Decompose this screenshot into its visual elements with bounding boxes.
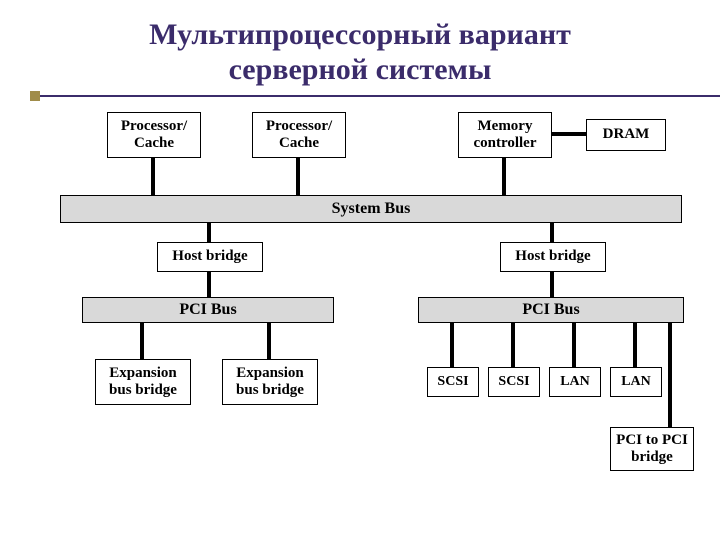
title-line-1: Мультипроцессорный вариант xyxy=(149,18,571,51)
bus-pci1: PCI Bus xyxy=(82,297,334,323)
connector-4 xyxy=(207,221,211,242)
connector-0 xyxy=(151,156,155,195)
node-exp1: Expansionbus bridge xyxy=(95,359,191,405)
connector-2 xyxy=(502,156,506,195)
connector-8 xyxy=(140,321,144,359)
node-proc1: Processor/Cache xyxy=(107,112,201,158)
node-dram: DRAM xyxy=(586,119,666,151)
connector-7 xyxy=(550,270,554,297)
diagram-canvas: System Bus PCI Bus PCI Bus Processor/Cache P… xyxy=(0,97,720,537)
node-proc2: Processor/Cache xyxy=(252,112,346,158)
node-pcibr: PCI to PCIbridge xyxy=(610,427,694,471)
node-hb1: Host bridge xyxy=(157,242,263,272)
connector-14 xyxy=(668,321,672,427)
node-lan1: LAN xyxy=(549,367,601,397)
connector-9 xyxy=(267,321,271,359)
connector-13 xyxy=(633,321,637,367)
node-exp2: Expansionbus bridge xyxy=(222,359,318,405)
bus-sys: System Bus xyxy=(60,195,682,223)
node-scsi2: SCSI xyxy=(488,367,540,397)
node-hb2: Host bridge xyxy=(500,242,606,272)
title-line-2: серверной системы xyxy=(229,53,492,86)
node-scsi1: SCSI xyxy=(427,367,479,397)
connector-6 xyxy=(207,270,211,297)
bus-pci2: PCI Bus xyxy=(418,297,684,323)
connector-1 xyxy=(296,156,300,195)
node-lan2: LAN xyxy=(610,367,662,397)
node-memctl: Memorycontroller xyxy=(458,112,552,158)
connector-10 xyxy=(450,321,454,367)
connector-12 xyxy=(572,321,576,367)
connector-3 xyxy=(550,132,586,136)
page-title: Мультипроцессорный вариант серверной сис… xyxy=(0,0,720,87)
connector-11 xyxy=(511,321,515,367)
connector-5 xyxy=(550,221,554,242)
